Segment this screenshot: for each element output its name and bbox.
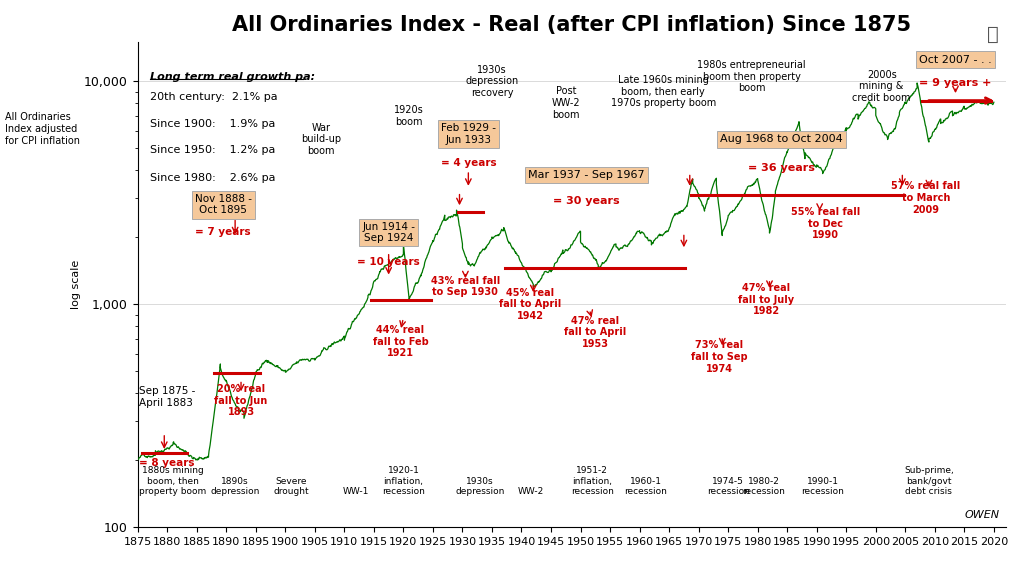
Text: = 7 years: = 7 years (196, 228, 251, 238)
Text: 20% real
fall to Jun
1893: 20% real fall to Jun 1893 (214, 384, 267, 417)
Text: 1951-2
inflation,
recession: 1951-2 inflation, recession (571, 466, 613, 496)
Text: War
build-up
boom: War build-up boom (301, 123, 341, 156)
Title: All Ordinaries Index - Real (after CPI inflation) Since 1875: All Ordinaries Index - Real (after CPI i… (232, 15, 911, 35)
Text: 1990-1
recession: 1990-1 recession (801, 477, 844, 496)
Text: 1974-5
recession: 1974-5 recession (707, 477, 750, 496)
Text: WW-2: WW-2 (517, 487, 544, 496)
Text: Jun 1914 -
Sep 1924: Jun 1914 - Sep 1924 (362, 221, 415, 243)
Text: 1930s
depression: 1930s depression (456, 477, 505, 496)
Text: 1930s
depression
recovery: 1930s depression recovery (465, 65, 518, 98)
Text: ⓘ: ⓘ (987, 25, 998, 44)
Text: = 9 years +: = 9 years + (920, 78, 991, 88)
Text: 47% real
fall to April
1953: 47% real fall to April 1953 (564, 316, 627, 349)
Text: Since 1900:    1.9% pa: Since 1900: 1.9% pa (150, 119, 274, 129)
Text: OWEN: OWEN (965, 510, 999, 520)
Text: 57% real fall
to March
2009: 57% real fall to March 2009 (891, 182, 961, 215)
Text: 47% real
fall to July
1982: 47% real fall to July 1982 (738, 283, 795, 316)
Text: 2000s
mining &
credit boom: 2000s mining & credit boom (852, 70, 911, 103)
Text: 55% real fall
to Dec
1990: 55% real fall to Dec 1990 (791, 207, 860, 241)
Text: Sub-prime,
bank/govt
debt crisis: Sub-prime, bank/govt debt crisis (904, 466, 953, 496)
Text: Sep 1875 -
April 1883: Sep 1875 - April 1883 (139, 386, 196, 407)
Text: = 4 years: = 4 years (440, 158, 497, 168)
Text: Post
WW-2
boom: Post WW-2 boom (552, 87, 580, 120)
Text: Nov 1888 -
Oct 1895: Nov 1888 - Oct 1895 (195, 194, 252, 215)
Text: 1880s mining
boom, then
property boom: 1880s mining boom, then property boom (139, 466, 207, 496)
Text: Oct 2007 - . .: Oct 2007 - . . (920, 55, 992, 65)
Text: Since 1950:    1.2% pa: Since 1950: 1.2% pa (150, 144, 274, 155)
Text: Severe
drought: Severe drought (273, 477, 309, 496)
Text: = 10 years: = 10 years (357, 257, 420, 267)
Text: = 36 years: = 36 years (748, 163, 815, 173)
Text: WW-1: WW-1 (343, 487, 370, 496)
Text: 1920-1
inflation,
recession: 1920-1 inflation, recession (382, 466, 425, 496)
Text: 20th century:  2.1% pa: 20th century: 2.1% pa (150, 92, 278, 102)
Text: 1980-2
recession: 1980-2 recession (742, 477, 785, 496)
Text: 43% real fall
to Sep 1930: 43% real fall to Sep 1930 (431, 276, 500, 297)
Text: All Ordinaries
Index adjusted
for CPI inflation: All Ordinaries Index adjusted for CPI in… (5, 112, 80, 146)
Text: = 30 years: = 30 years (553, 196, 620, 206)
Text: Long term real growth pa:: Long term real growth pa: (150, 72, 314, 82)
Text: Feb 1929 -
Jun 1933: Feb 1929 - Jun 1933 (441, 123, 496, 145)
Text: 1980s entrepreneurial
boom then property
boom: 1980s entrepreneurial boom then property… (697, 60, 806, 93)
Text: Aug 1968 to Oct 2004: Aug 1968 to Oct 2004 (720, 134, 843, 144)
Text: Late 1960s mining
boom, then early
1970s property boom: Late 1960s mining boom, then early 1970s… (610, 75, 716, 108)
Text: 73% real
fall to Sep
1974: 73% real fall to Sep 1974 (691, 341, 748, 374)
Text: = 8 years: = 8 years (139, 457, 195, 468)
Text: 1890s
depression: 1890s depression (211, 477, 260, 496)
Y-axis label: log scale: log scale (72, 260, 81, 309)
Text: 1960-1
recession: 1960-1 recession (624, 477, 667, 496)
Text: 1920s
boom: 1920s boom (394, 105, 424, 126)
Text: 44% real
fall to Feb
1921: 44% real fall to Feb 1921 (373, 325, 428, 358)
Text: Since 1980:    2.6% pa: Since 1980: 2.6% pa (150, 173, 275, 183)
Text: 45% real
fall to April
1942: 45% real fall to April 1942 (500, 288, 561, 321)
Text: Mar 1937 - Sep 1967: Mar 1937 - Sep 1967 (528, 170, 645, 180)
